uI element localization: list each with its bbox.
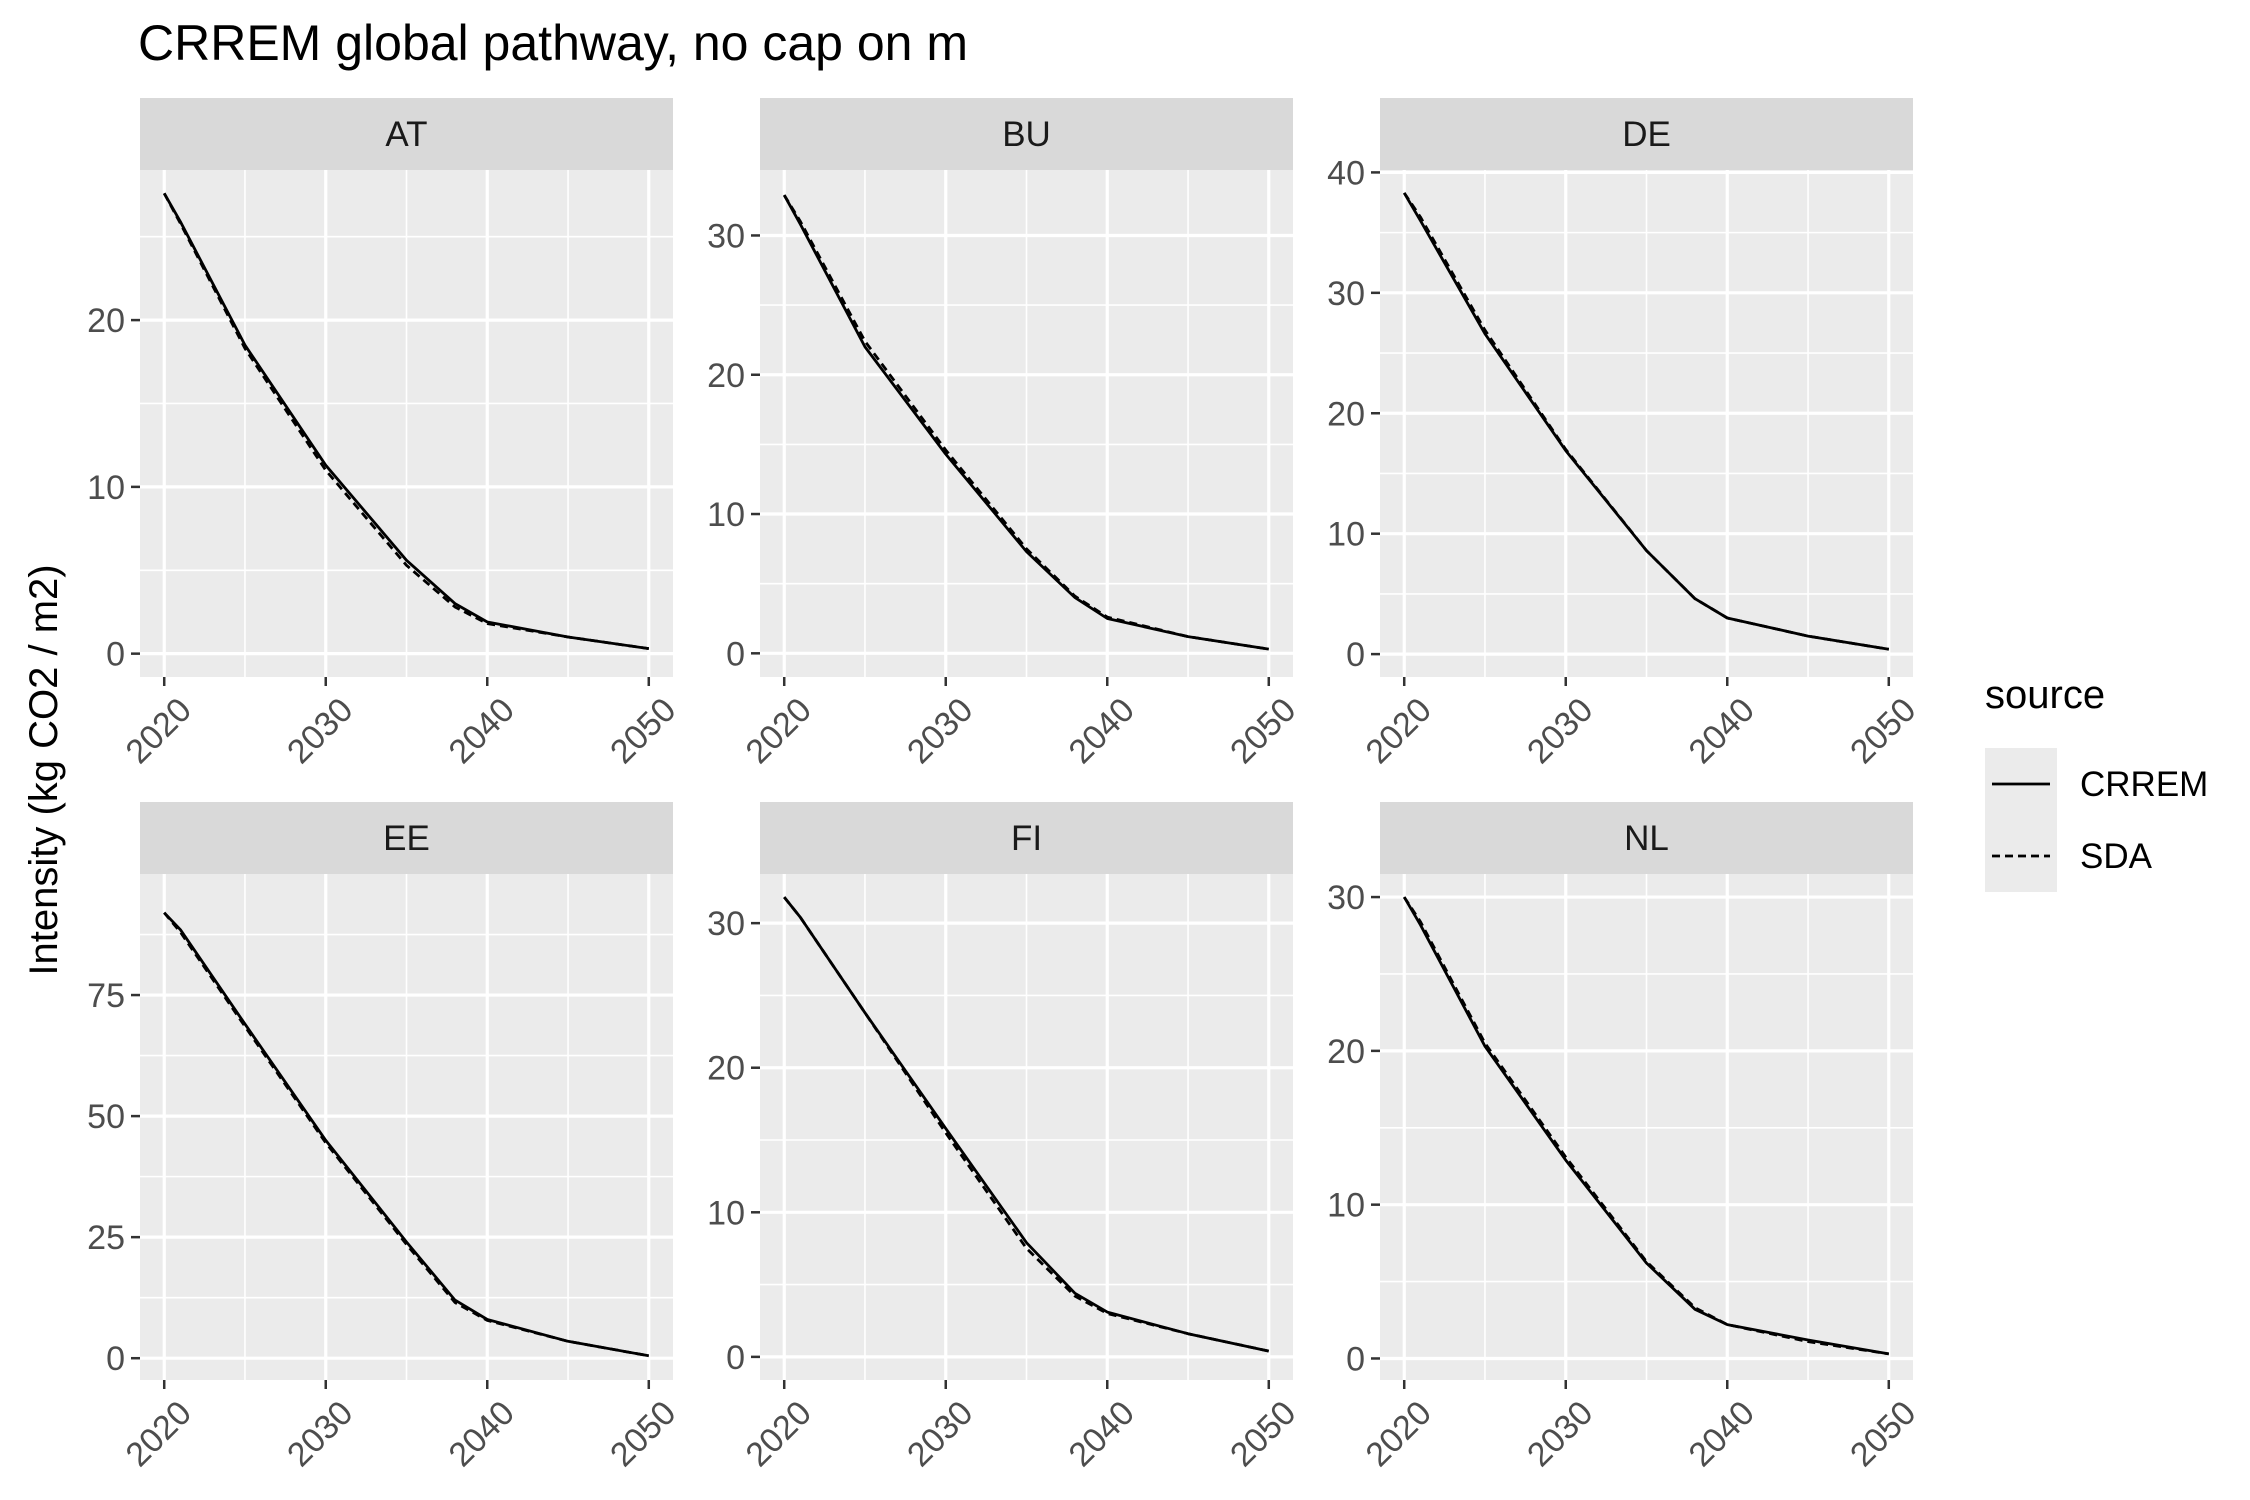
- y-tick-label: 0: [1346, 636, 1365, 674]
- legend: source CRREM SDA: [1985, 673, 2208, 892]
- facet-strip: [760, 98, 1293, 170]
- series-line-sda: [1403, 192, 1890, 651]
- y-tick-label: 50: [87, 1098, 125, 1136]
- x-tick-label: 2030: [1520, 691, 1600, 771]
- x-tick-label: 2020: [118, 1394, 198, 1474]
- x-tick-label: 2040: [1062, 1394, 1142, 1474]
- x-tick-label: 2020: [118, 691, 198, 771]
- y-tick-label: 20: [707, 1050, 745, 1088]
- x-tick-label: 2050: [603, 1394, 683, 1474]
- facet-strip-label: AT: [385, 115, 427, 154]
- x-tick-label: 2030: [280, 1394, 360, 1474]
- y-tick-label: 30: [1327, 879, 1365, 917]
- x-tick-label: 2030: [900, 691, 980, 771]
- x-tick-label: 2020: [738, 691, 818, 771]
- facet-strip: [760, 802, 1293, 874]
- facet-strip-label: DE: [1622, 115, 1671, 154]
- legend-label-crrem: CRREM: [2080, 765, 2208, 804]
- y-tick-label: 30: [707, 217, 745, 255]
- series-line-sda: [162, 192, 649, 650]
- series-line-crrem: [1402, 896, 1890, 1356]
- series-line-sda: [163, 911, 650, 1358]
- legend-title: source: [1985, 673, 2105, 717]
- y-tick-label: 10: [1327, 1187, 1365, 1225]
- y-tick-label: 30: [1327, 275, 1365, 313]
- y-tick-label: 0: [726, 1339, 745, 1377]
- series-line-sda: [783, 194, 1270, 651]
- x-tick-label: 2040: [1682, 1394, 1762, 1474]
- x-tick-label: 2040: [442, 691, 522, 771]
- y-tick-label: 25: [87, 1219, 125, 1257]
- x-tick-label: 2050: [1223, 691, 1303, 771]
- x-tick-label: 2020: [1358, 691, 1438, 771]
- x-tick-label: 2030: [900, 1394, 980, 1474]
- facet-strip-label: BU: [1002, 115, 1051, 154]
- x-tick-label: 2050: [1223, 1394, 1303, 1474]
- facet-strip: [140, 802, 673, 874]
- y-tick-label: 10: [87, 469, 125, 507]
- x-tick-label: 2040: [442, 1394, 522, 1474]
- facet-strip: [140, 98, 673, 170]
- y-tick-label: 10: [707, 496, 745, 534]
- facet-strip-label: EE: [383, 819, 430, 858]
- x-tick-label: 2020: [738, 1394, 818, 1474]
- x-tick-label: 2050: [603, 691, 683, 771]
- legend-label-sda: SDA: [2080, 837, 2153, 876]
- panel-ee: EE 0 25 50 75 2020 2030 2040 2050: [87, 802, 683, 1474]
- chart-title: CRREM global pathway, no cap on m: [138, 15, 968, 71]
- y-tick-label: 40: [1327, 154, 1365, 192]
- x-tick-label: 2040: [1682, 691, 1762, 771]
- x-tick-label: 2040: [1062, 691, 1142, 771]
- facet-strip: [1380, 98, 1913, 170]
- y-tick-label: 10: [1327, 516, 1365, 554]
- facet-strip-label: NL: [1624, 819, 1669, 858]
- y-tick-label: 75: [87, 977, 125, 1015]
- y-tick-label: 20: [707, 357, 745, 395]
- y-tick-label: 20: [1327, 395, 1365, 433]
- y-tick-label: 20: [1327, 1033, 1365, 1071]
- y-axis-title: Intensity (kg CO2 / m2): [22, 564, 66, 975]
- facet-strip: [1380, 802, 1913, 874]
- x-tick-label: 2050: [1843, 691, 1923, 771]
- y-tick-label: 30: [707, 905, 745, 943]
- y-tick-label: 0: [726, 635, 745, 673]
- series-line-sda: [783, 896, 1270, 1353]
- y-tick-label: 20: [87, 302, 125, 340]
- facet-strip-label: FI: [1011, 819, 1042, 858]
- y-tick-label: 0: [1346, 1340, 1365, 1378]
- x-tick-label: 2030: [1520, 1394, 1600, 1474]
- y-tick-label: 0: [106, 1340, 125, 1378]
- y-tick-label: 10: [707, 1194, 745, 1232]
- x-tick-label: 2020: [1358, 1394, 1438, 1474]
- x-tick-label: 2030: [280, 691, 360, 771]
- y-tick-label: 0: [106, 636, 125, 674]
- x-tick-label: 2050: [1843, 1394, 1923, 1474]
